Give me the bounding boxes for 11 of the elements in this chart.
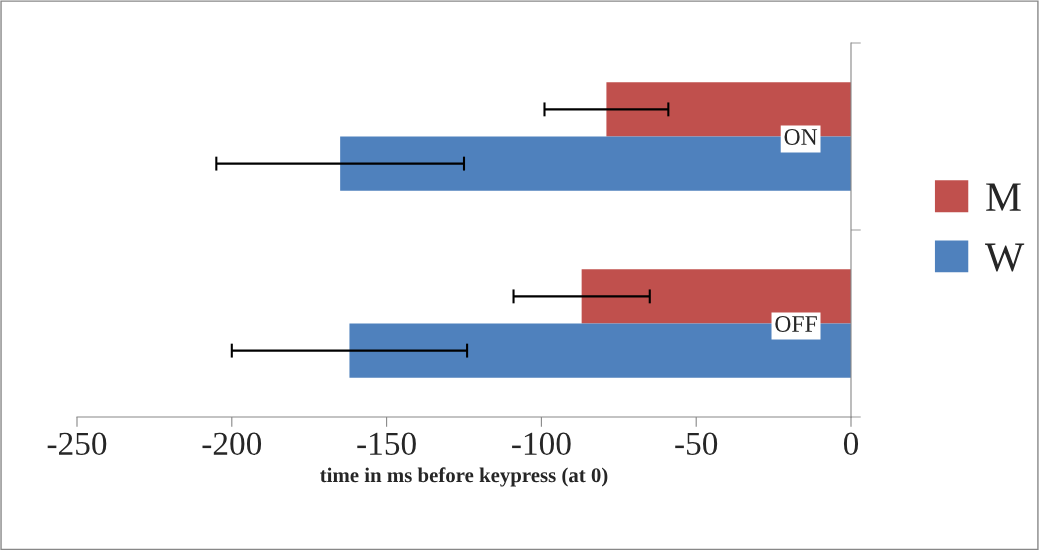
x-axis-title: time in ms before keypress (at 0) xyxy=(320,467,608,487)
x-tick-label: -250 xyxy=(47,432,107,456)
y-tick-label: OFF xyxy=(775,316,817,332)
x-tick-label: -50 xyxy=(675,432,718,456)
x-tick-label: 0 xyxy=(843,432,859,456)
x-tick-label: -200 xyxy=(202,432,262,456)
y-tick-label: ON xyxy=(784,129,818,145)
legend-label: M xyxy=(986,183,1021,211)
legend-label: W xyxy=(984,243,1025,272)
x-tick-label: -150 xyxy=(357,432,416,456)
x-tick-label: -100 xyxy=(512,432,571,456)
